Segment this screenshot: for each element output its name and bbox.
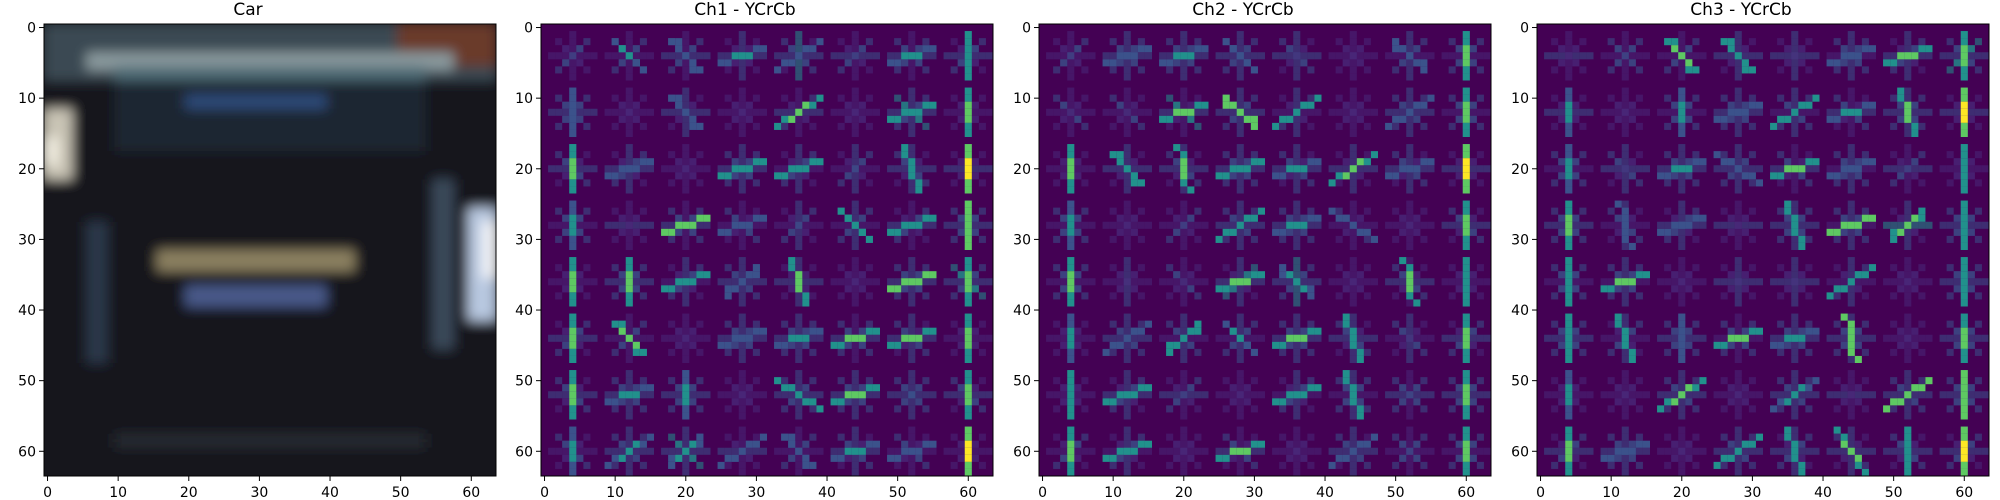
y-tick-label: 50 (1013, 374, 1031, 390)
axes-frame (1536, 23, 1990, 477)
hog-ch2-axes: 0 10 20 30 40 50 60 0 10 20 30 40 50 60 (1013, 21, 1492, 500)
panel-title-ch3: Ch3 - YCrCb (1690, 0, 1792, 20)
x-tick-label: 30 (1743, 485, 1761, 500)
axes-frame (1038, 23, 1492, 477)
y-tick-label: 60 (18, 444, 36, 460)
axes-frame (43, 23, 497, 477)
y-tick-label: 50 (515, 374, 533, 390)
y-tick-label: 40 (18, 303, 36, 319)
axes-frame (540, 23, 994, 477)
y-tick-label: 30 (1013, 232, 1031, 248)
y-tick-label: 30 (515, 232, 533, 248)
x-tick-label: 30 (250, 485, 268, 500)
y-tick-label: 40 (1511, 303, 1529, 319)
x-tick-label: 60 (959, 485, 977, 500)
x-tick-label: 40 (1814, 485, 1832, 500)
hog-ch3-axes: 0 10 20 30 40 50 60 0 10 20 30 40 50 60 (1511, 21, 1990, 500)
y-tick-label: 10 (18, 91, 36, 107)
x-tick-label: 30 (1245, 485, 1263, 500)
car-photo (44, 24, 496, 476)
x-tick-label: 40 (818, 485, 836, 500)
x-tick-label: 10 (1104, 485, 1122, 500)
panel-title-car: Car (233, 0, 263, 20)
y-tick-label: 10 (1013, 91, 1031, 107)
y-tick-label: 20 (515, 162, 533, 178)
x-tick-label: 60 (462, 485, 480, 500)
x-tick-label: 60 (1955, 485, 1973, 500)
x-tick-label: 30 (747, 485, 765, 500)
y-tick-label: 10 (515, 91, 533, 107)
hog-image (1537, 24, 1989, 476)
x-tick-label: 10 (1602, 485, 1620, 500)
hog-image (1039, 24, 1491, 476)
x-tick-label: 10 (606, 485, 624, 500)
x-tick-label: 0 (540, 485, 549, 500)
x-tick-label: 20 (1673, 485, 1691, 500)
panel-title-ch1: Ch1 - YCrCb (694, 0, 796, 20)
y-tick-label: 0 (1520, 21, 1529, 37)
y-tick-label: 40 (515, 303, 533, 319)
y-tick-label: 0 (524, 21, 533, 37)
panel-car: Car 0 10 20 30 40 50 60 0 10 20 30 40 50 60 (8, 0, 497, 500)
y-tick-label: 10 (1511, 91, 1529, 107)
x-tick-label: 10 (109, 485, 127, 500)
y-tick-label: 60 (1013, 444, 1031, 460)
x-tick-label: 0 (1038, 485, 1047, 500)
y-tick-label: 0 (27, 21, 36, 37)
x-tick-label: 20 (180, 485, 198, 500)
y-tick-label: 60 (1511, 444, 1529, 460)
panel-ch2: Ch2 - YCrCb 0 10 20 30 40 50 60 0 10 20 30 40 50 60 (1003, 0, 1492, 500)
y-tick-label: 50 (18, 374, 36, 390)
x-tick-label: 40 (1316, 485, 1334, 500)
panel-ch1: Ch1 - YCrCb 0 10 20 30 40 50 60 0 10 20 30 40 50 60 (505, 0, 994, 500)
x-tick-label: 40 (321, 485, 339, 500)
x-tick-label: 50 (1387, 485, 1405, 500)
x-tick-label: 20 (677, 485, 695, 500)
car-image-axes: 0 10 20 30 40 50 60 0 10 20 30 40 50 60 (18, 21, 497, 500)
hog-image (541, 24, 993, 476)
x-tick-label: 50 (889, 485, 907, 500)
x-tick-label: 50 (1885, 485, 1903, 500)
y-tick-label: 20 (1013, 162, 1031, 178)
x-tick-label: 0 (43, 485, 52, 500)
y-tick-label: 30 (18, 232, 36, 248)
y-tick-label: 0 (1022, 21, 1031, 37)
y-tick-label: 40 (1013, 303, 1031, 319)
x-tick-label: 50 (392, 485, 410, 500)
x-tick-label: 60 (1457, 485, 1475, 500)
y-tick-label: 60 (515, 444, 533, 460)
y-tick-label: 20 (18, 162, 36, 178)
panel-ch3: Ch3 - YCrCb 0 10 20 30 40 50 60 0 10 20 30 40 50 60 (1501, 0, 1990, 500)
x-tick-label: 0 (1536, 485, 1545, 500)
y-tick-label: 30 (1511, 232, 1529, 248)
hog-ch1-axes: 0 10 20 30 40 50 60 0 10 20 30 40 50 60 (515, 21, 994, 500)
x-tick-label: 20 (1175, 485, 1193, 500)
panel-title-ch2: Ch2 - YCrCb (1192, 0, 1294, 20)
y-tick-label: 50 (1511, 374, 1529, 390)
y-tick-label: 20 (1511, 162, 1529, 178)
